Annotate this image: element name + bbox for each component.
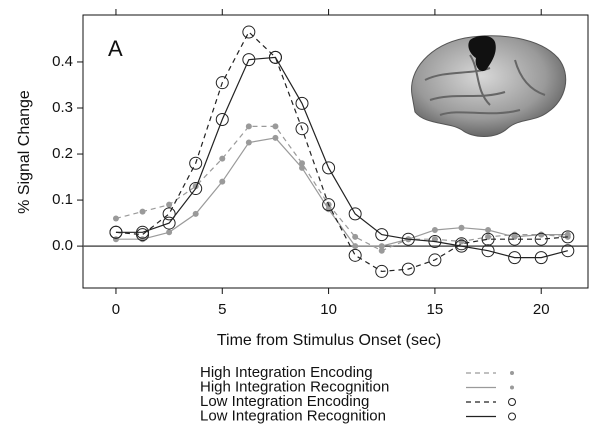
x-tick-label: 15 <box>427 301 444 318</box>
data-point <box>458 224 465 231</box>
data-point <box>268 50 282 64</box>
data-point <box>508 232 522 246</box>
data-point <box>431 236 438 243</box>
data-point <box>189 156 203 170</box>
data-point <box>378 243 385 250</box>
data-point <box>325 206 332 213</box>
panel-label: A <box>108 36 123 61</box>
data-point <box>295 96 309 110</box>
data-point <box>215 76 229 90</box>
legend-marker <box>510 371 514 375</box>
series-line <box>115 56 568 259</box>
data-point <box>272 134 279 141</box>
data-point <box>242 25 256 39</box>
data-point <box>511 233 518 240</box>
series-line <box>115 125 568 252</box>
data-point <box>375 228 389 242</box>
data-point <box>534 232 548 246</box>
data-point <box>295 122 309 136</box>
data-point <box>561 230 575 244</box>
data-point <box>215 113 229 127</box>
data-point <box>348 207 362 221</box>
y-tick-label: 0.1 <box>52 191 73 208</box>
data-point <box>431 226 438 233</box>
x-tick-label: 10 <box>320 301 337 318</box>
data-point <box>378 247 385 254</box>
data-point <box>322 198 336 212</box>
data-point <box>219 155 226 162</box>
y-tick-label: 0.4 <box>52 53 73 70</box>
data-point <box>454 239 468 253</box>
x-tick-label: 0 <box>112 301 120 318</box>
data-point <box>139 236 146 243</box>
legend-label: High Integration Recognition <box>200 378 389 395</box>
plot-frame <box>82 14 589 289</box>
data-point <box>428 235 442 249</box>
data-point <box>428 253 442 267</box>
data-point <box>348 248 362 262</box>
data-point <box>192 210 199 217</box>
data-point <box>219 178 226 185</box>
series-line <box>115 31 568 273</box>
data-point <box>322 161 336 175</box>
legend-marker <box>510 385 514 390</box>
data-point <box>112 236 119 243</box>
y-tick-label: 0.2 <box>52 145 73 162</box>
y-tick-label: 0.3 <box>52 99 73 116</box>
data-point <box>564 231 571 238</box>
legend-marker <box>508 398 516 406</box>
data-point <box>485 233 492 240</box>
x-tick-label: 5 <box>218 301 226 318</box>
data-point <box>245 123 252 130</box>
data-point <box>272 123 279 130</box>
brain-image <box>411 35 567 137</box>
x-axis-label: Time from Stimulus Onset (sec) <box>217 332 441 349</box>
x-tick-label: 20 <box>533 301 550 318</box>
series-line <box>115 137 568 247</box>
data-point <box>375 264 389 278</box>
data-point <box>299 160 306 167</box>
data-point <box>458 238 465 245</box>
data-point <box>352 233 359 240</box>
data-point <box>401 232 415 246</box>
data-point <box>166 229 173 236</box>
data-point <box>112 215 119 222</box>
data-point <box>109 225 123 239</box>
legend-label: High Integration Encoding <box>200 364 373 381</box>
legend-label: Low Integration Recognition <box>200 407 386 424</box>
y-tick-label: 0.0 <box>52 237 73 254</box>
data-point <box>481 244 495 258</box>
data-point <box>299 164 306 171</box>
data-point <box>401 262 415 276</box>
data-point <box>508 251 522 265</box>
data-point <box>245 139 252 146</box>
data-point <box>561 244 575 258</box>
legend-marker <box>508 412 516 421</box>
data-point <box>166 201 173 208</box>
data-point <box>534 251 548 265</box>
data-point <box>538 231 545 238</box>
legend-label: Low Integration Encoding <box>200 393 369 410</box>
data-point <box>242 53 256 67</box>
data-point <box>352 243 359 250</box>
data-point <box>136 225 150 239</box>
data-point <box>485 226 492 233</box>
data-point <box>162 207 176 221</box>
data-point <box>139 208 146 215</box>
y-axis-label: % Signal Change <box>16 90 33 214</box>
data-point <box>162 216 176 230</box>
data-point <box>189 182 203 196</box>
